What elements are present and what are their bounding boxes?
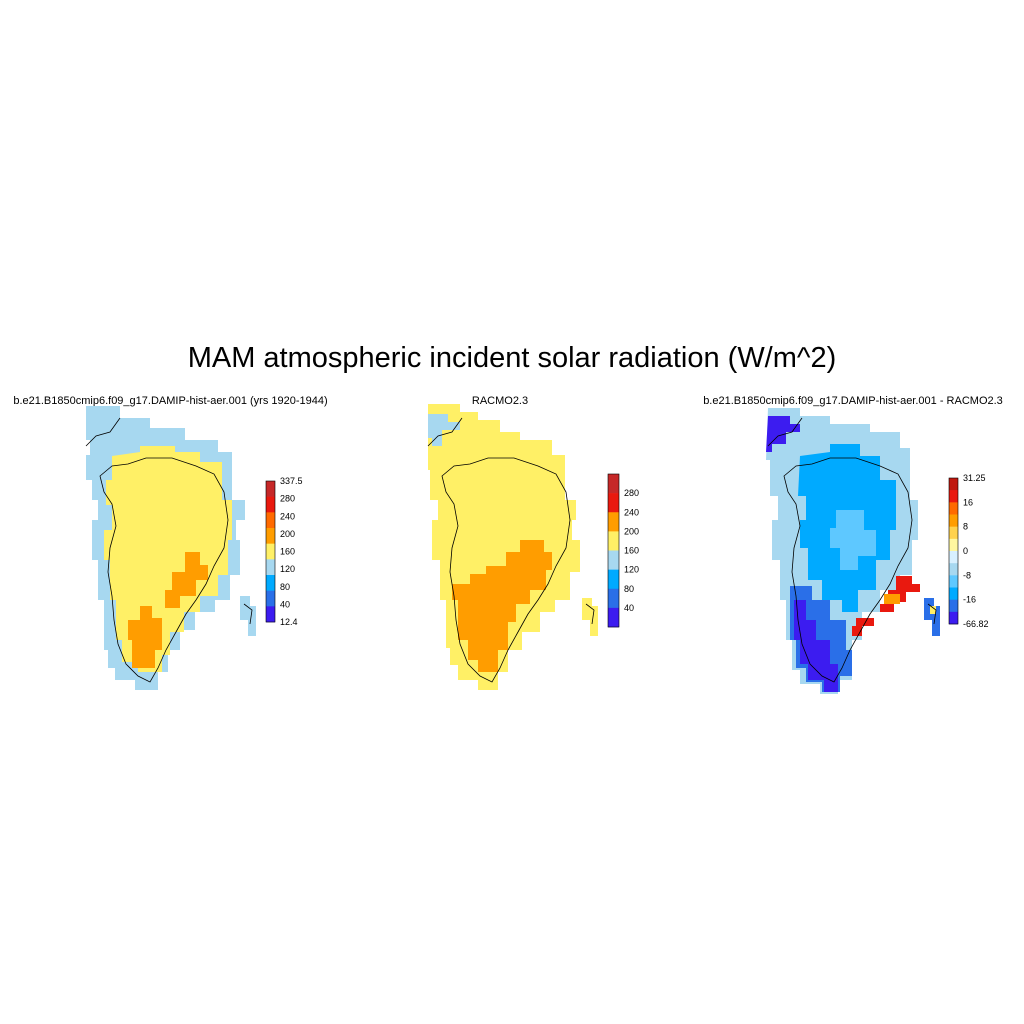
colorbar-swatch [949,563,958,576]
island-east [582,598,598,636]
high-value-patch-south [128,606,162,668]
colorbar-swatch [949,587,958,600]
colorbar-swatch [608,588,619,609]
colorbar-swatch [949,490,958,503]
coastline-island [927,603,937,625]
colorbar-swatch [949,599,958,613]
colorbar-tick-label: 200 [280,529,295,539]
colorbar-swatch [949,538,958,552]
colorbar-tick-label: -16 [963,595,976,605]
colorbar-tick-label: 160 [280,547,295,557]
coastline [99,457,229,683]
colorbar-swatch [266,512,275,529]
colorbar-tick-label: 280 [280,494,295,504]
colorbar-swatch [949,551,958,564]
map-panel-model [85,406,256,690]
colorbar-swatch [266,606,275,623]
high-value-patch-east [165,552,208,608]
colorbar-tick-label: -66.82 [963,619,989,629]
colorbar-swatch [949,611,958,625]
colorbar-tick-label: 200 [624,526,639,536]
colorbar-model: 337.5 280 240 200 160 120 80 40 12.4 [265,476,303,627]
colorbar-tick-label: 80 [624,584,634,594]
coastline [441,457,571,683]
high-value-region [452,540,552,672]
colorbar-swatch [949,526,958,540]
figure-title: MAM atmospheric incident solar radiation… [187,342,837,374]
colorbar-tick-label: 240 [624,507,639,517]
panel-title-difference: b.e21.B1850cmip6.f09_g17.DAMIP-hist-aer.… [703,395,1003,407]
colorbar-tick-label: 40 [624,603,634,613]
colorbar-swatch [266,496,275,513]
map-panel-difference [766,408,940,694]
colorbar-swatch [608,531,619,551]
positive-southeast [852,618,874,636]
coastline-island [243,603,253,625]
strongest-negative-south [794,600,838,692]
colorbar-tick-label: 0 [963,546,968,556]
colorbar-swatch [608,607,619,628]
colorbar-swatch [949,575,958,588]
colorbar-swatch [608,474,619,494]
coastline-north [85,417,121,447]
colorbar-swatch [608,493,619,513]
colorbar-swatch [266,481,275,497]
colorbar-tick-label: 160 [624,546,639,556]
ice-sheet-fill [104,446,232,672]
island-east [924,598,940,636]
coastline-north [427,417,463,447]
colorbar-swatch [266,590,275,607]
weak-positive-east [884,594,900,604]
colorbar-tick-label: 40 [280,599,290,609]
colorbar-swatch [266,559,275,576]
strong-negative-northwest [766,416,800,452]
colorbar-swatch [608,550,619,570]
colorbar-tick-label: 280 [624,488,639,498]
colorbar-tick-label: 120 [624,565,639,575]
colorbar-swatch [266,543,275,560]
colorbar-swatch [949,478,958,491]
colorbar-frame [607,473,620,628]
coastline-island [585,603,595,625]
colorbar-tick-label: 12.4 [280,617,298,627]
colorbar-frame [948,477,959,625]
colorbar-swatch [608,512,619,532]
panel-title-racmo: RACMO2.3 [471,395,529,407]
colorbar-swatch [949,502,958,515]
colorbar-racmo: 280 240 200 160 120 80 40 [607,473,639,628]
colorbar-tick-label: 337.5 [280,476,303,486]
colorbar-tick-label: 120 [280,564,295,574]
colorbar-swatch [266,528,275,544]
colorbar-tick-label: 240 [280,511,295,521]
colorbar-swatch [266,575,275,591]
island-east-highlight [930,606,936,614]
colorbar-swatch [608,569,619,590]
lighter-blue-patch [830,510,876,570]
panel-title-model: b.e21.B1850cmip6.f09_g17.DAMIP-hist-aer.… [13,395,328,407]
coastline-north [767,417,803,447]
colorbar-difference: 31.25 16 8 0 -8 -16 -66.82 [948,473,989,629]
colorbar-tick-label: 8 [963,522,968,532]
colorbar-frame [265,480,276,623]
colorbar-tick-label: 31.25 [963,473,986,483]
island-east [240,596,256,636]
colorbar-tick-label: 80 [280,582,290,592]
colorbar-tick-label: -8 [963,570,971,580]
colorbar-swatch [949,514,958,527]
colorbar-tick-label: 16 [963,497,973,507]
coastline [783,457,913,683]
map-panel-racmo [427,404,598,690]
